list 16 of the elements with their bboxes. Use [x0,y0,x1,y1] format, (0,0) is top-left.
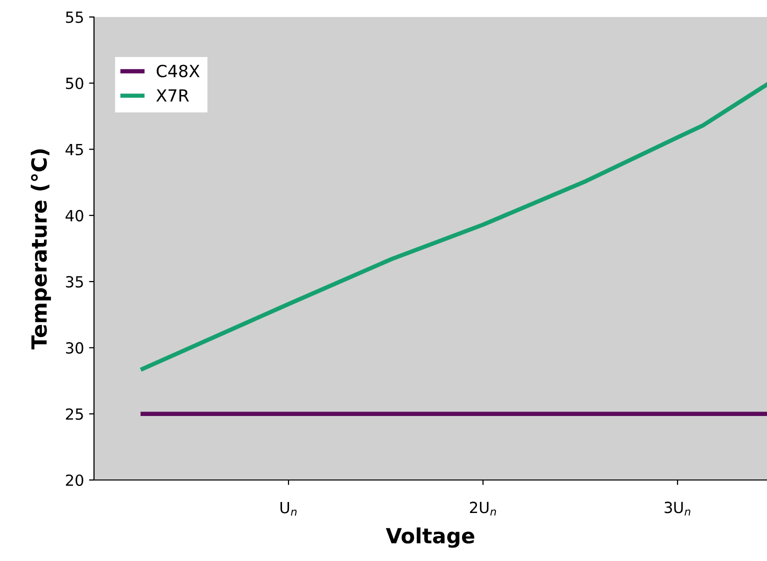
y-tick-label: 45 [66,144,83,156]
y-tick-label: 20 [66,474,84,486]
y-tick-label: 30 [66,342,84,354]
x-axis-title: Voltage [386,527,474,548]
y-tick-label: 25 [66,408,83,420]
y-tick-label: 40 [66,210,84,222]
y-tick-label: 55 [66,12,83,24]
legend-label: C48X [156,64,200,78]
x-tick-label: 2U$_{n}$ [470,502,496,516]
y-axis-title: Temperature (°C) [30,149,51,350]
line-series [140,82,767,371]
y-tick-label: 35 [66,276,83,288]
y-tick-label: 50 [66,78,84,90]
x-tick-label: 3U$_{n}$ [664,502,690,516]
x-tick-label: U$_{n}$ [280,502,297,516]
legend-label: X7R [156,89,189,102]
